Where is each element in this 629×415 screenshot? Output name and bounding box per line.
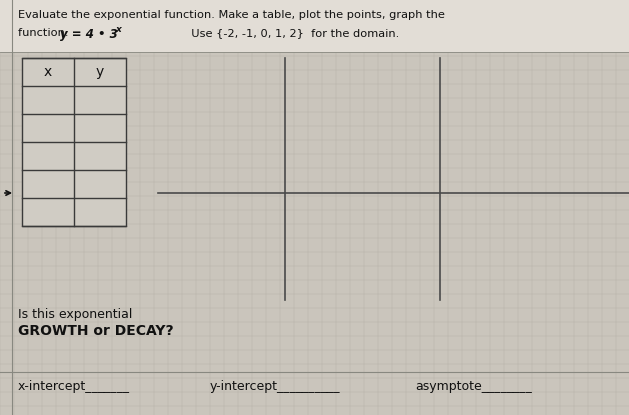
Bar (0, 0, 629, 52)
Text: x: x (44, 65, 52, 79)
Text: Evaluate the exponential function. Make a table, plot the points, graph the: Evaluate the exponential function. Make … (18, 10, 445, 20)
Text: Use {-2, -1, 0, 1, 2}  for the domain.: Use {-2, -1, 0, 1, 2} for the domain. (155, 28, 399, 38)
Text: Is this exponential: Is this exponential (18, 308, 132, 321)
Text: y-intercept__________: y-intercept__________ (210, 380, 340, 393)
Text: x: x (115, 25, 121, 34)
Text: y: y (96, 65, 104, 79)
Text: asymptote________: asymptote________ (415, 380, 532, 393)
Text: y = 4 • 3: y = 4 • 3 (60, 28, 118, 41)
Text: function.: function. (18, 28, 75, 38)
Text: GROWTH or DECAY?: GROWTH or DECAY? (18, 324, 174, 338)
Bar (22, 58, 126, 226)
Text: x-intercept_______: x-intercept_______ (18, 380, 130, 393)
